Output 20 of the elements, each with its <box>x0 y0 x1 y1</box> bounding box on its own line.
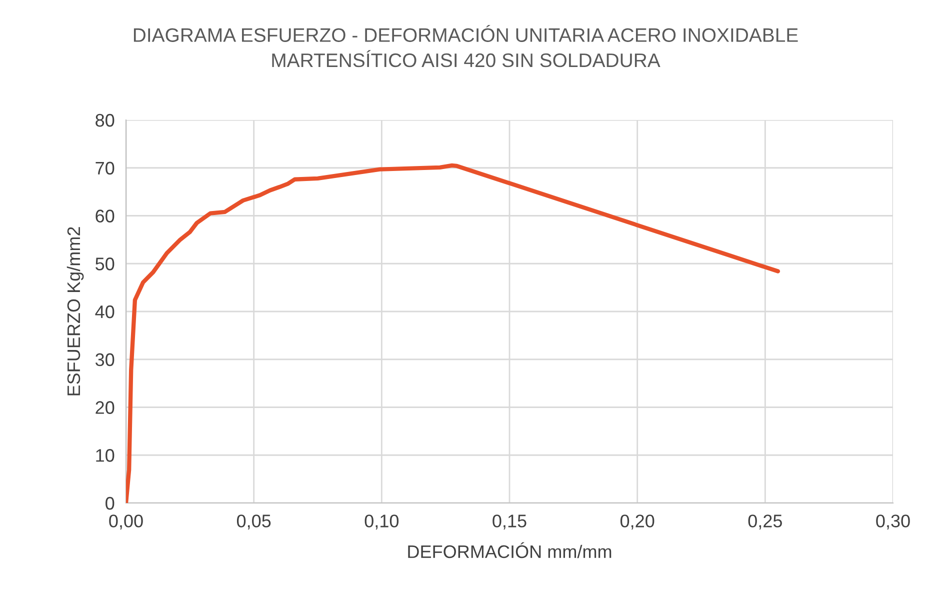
x-tick-label: 0,05 <box>236 514 271 530</box>
line-series <box>126 163 780 503</box>
x-tick-label: 0,15 <box>492 514 526 530</box>
y-tick-label: 30 <box>95 353 114 366</box>
x-axis-title: DEFORMACIÓN mm/mm <box>408 542 612 558</box>
y-tick-label: 60 <box>96 210 114 222</box>
y-axis-title: ESFUERZO Kg/mm2 <box>66 227 84 396</box>
chart-title: DIAGRAMA ESFUERZO - DEFORMACIÓN UNITARIA ACERO INOXIDABLE MARTENSÍTICO AISI 420 SIN SOLDADURA <box>134 24 798 68</box>
x-tick-label: 0,25 <box>748 514 782 530</box>
y-tick-label: 10 <box>96 449 114 462</box>
x-tick-label: 0,30 <box>876 514 910 530</box>
x-tick-label: 0,00 <box>109 514 143 530</box>
y-tick-label: 70 <box>96 162 114 175</box>
x-tick-label: 0,10 <box>364 514 399 530</box>
y-tick-label: 20 <box>96 401 114 414</box>
y-tick-label: 50 <box>96 258 114 270</box>
x-tick-label: 0,20 <box>620 514 654 530</box>
y-tick-label: 40 <box>95 305 114 318</box>
y-tick-label: 80 <box>96 114 114 127</box>
y-tick-label: 0 <box>106 496 114 510</box>
